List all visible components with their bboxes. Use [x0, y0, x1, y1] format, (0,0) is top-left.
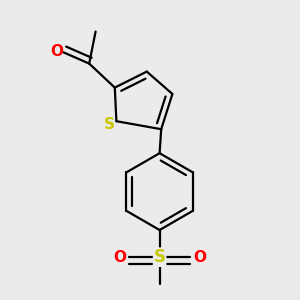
Text: S: S: [104, 117, 115, 132]
Text: O: O: [51, 44, 64, 59]
Text: O: O: [113, 250, 126, 265]
Text: O: O: [193, 250, 206, 265]
Text: S: S: [154, 248, 166, 266]
